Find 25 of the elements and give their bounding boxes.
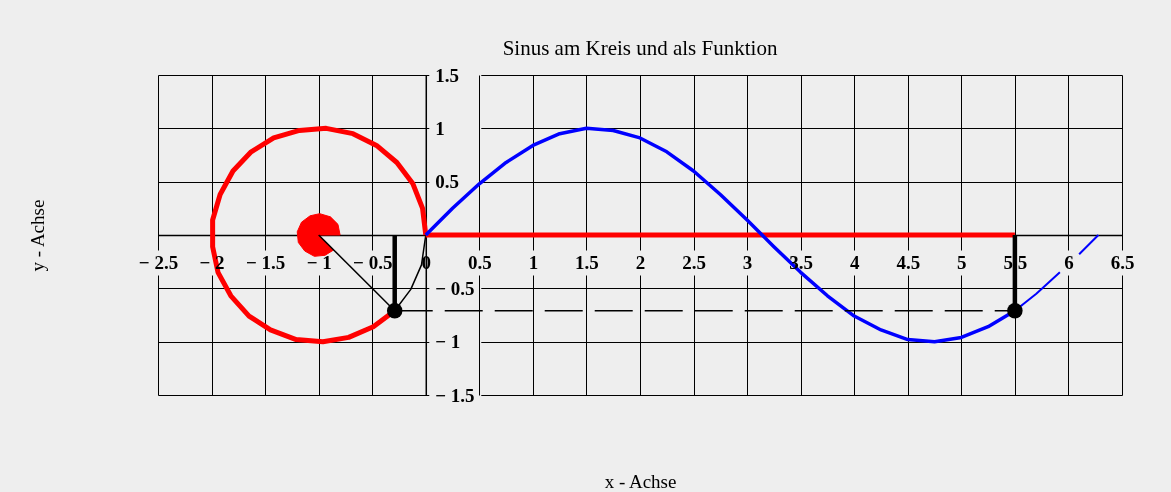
x-tick-label: − 0.5 (353, 251, 393, 273)
y-tick-label: − 1 (435, 331, 461, 353)
x-tick-label: 6 (1064, 251, 1074, 273)
x-tick-label: − 1 (306, 251, 332, 273)
x-tick-label: − 2.5 (138, 251, 179, 273)
x-tick-label: 2.5 (682, 251, 706, 273)
y-tick-label: − 1.5 (435, 384, 475, 406)
x-tick-label: 6.5 (1110, 251, 1135, 273)
x-tick-label: 4 (849, 251, 860, 273)
chart-title: Sinus am Kreis und als Funktion (502, 36, 778, 60)
x-tick-label: 1 (528, 251, 539, 273)
x-tick-label: − 1.5 (245, 251, 286, 273)
y-tick-label: 0.5 (435, 171, 460, 193)
y-tick-label: 1 (435, 117, 445, 139)
x-tick-label: 3 (742, 251, 753, 273)
x-tick-label: 4.5 (896, 251, 921, 273)
y-tick-label: − 0.5 (435, 277, 475, 299)
x-tick-label: 3.5 (789, 251, 814, 273)
y-tick-label: 1.5 (435, 64, 460, 86)
x-tick-label: 1.5 (575, 251, 599, 273)
y-axis-title: y - Achse (26, 199, 48, 272)
x-tick-label: 0.5 (467, 251, 492, 273)
x-tick-label: 2 (635, 251, 646, 273)
x-axis-title: x - Achse (604, 470, 677, 492)
x-tick-label: 5 (957, 251, 967, 273)
